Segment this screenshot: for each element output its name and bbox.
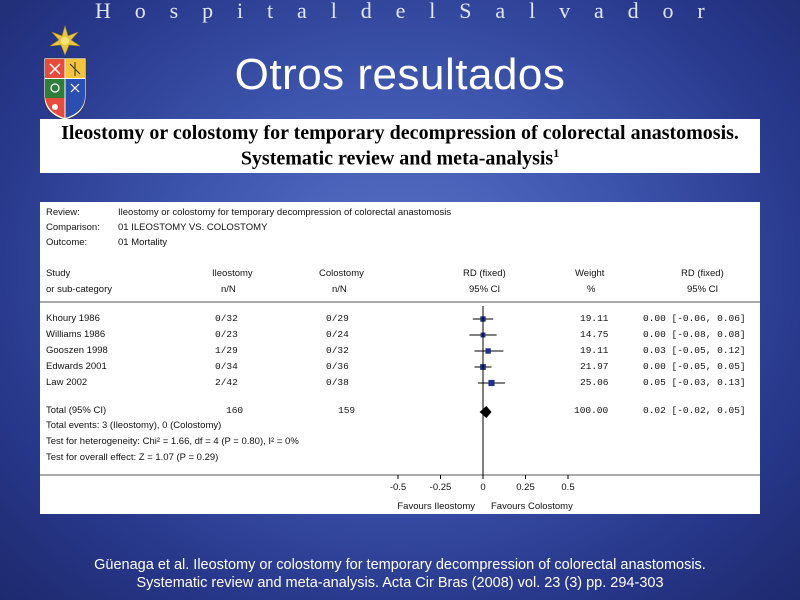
review-value: Ileostomy or colostomy for temporary dec… bbox=[118, 207, 452, 218]
ileostomy-events: 1/29 bbox=[215, 345, 238, 356]
review-label: Review: bbox=[46, 207, 80, 218]
hospital-letter: t bbox=[267, 0, 274, 23]
hospital-letter: i bbox=[237, 0, 244, 23]
study-weight: 14.75 bbox=[580, 329, 609, 340]
col-rd-header-1: RD (fixed) bbox=[681, 268, 724, 279]
hospital-letter: d bbox=[627, 0, 639, 23]
events-note: Total events: 3 (Ileostomy), 0 (Colostom… bbox=[46, 420, 222, 431]
ileostomy-events: 0/32 bbox=[215, 313, 238, 324]
hospital-letter: S bbox=[459, 0, 472, 23]
col-ileostomy-header-2: n/N bbox=[221, 284, 236, 295]
star-icon bbox=[49, 24, 81, 56]
heterogeneity-note: Test for heterogeneity: Chi² = 1.66, df … bbox=[46, 436, 299, 447]
study-name: Gooszen 1998 bbox=[46, 345, 108, 356]
citation: Güenaga et al. Ileostomy or colostomy fo… bbox=[0, 556, 800, 592]
paper-title-box: Ileostomy or colostomy for temporary dec… bbox=[40, 119, 760, 173]
study-name: Khoury 1986 bbox=[46, 313, 100, 324]
study-point-marker bbox=[485, 348, 491, 354]
colostomy-events: 0/36 bbox=[326, 361, 349, 372]
hospital-letter: a bbox=[495, 0, 506, 23]
x-tick-label: -0.5 bbox=[390, 482, 406, 493]
hospital-letter: s bbox=[169, 0, 179, 23]
col-rd-plot-header-2: 95% CI bbox=[469, 284, 501, 295]
study-point-marker bbox=[488, 379, 495, 387]
col-colostomy-header-1: Colostomy bbox=[319, 268, 364, 279]
hospital-letter: o bbox=[662, 0, 674, 23]
hospital-letter: l bbox=[529, 0, 536, 23]
pooled-diamond bbox=[479, 406, 492, 418]
hospital-letter: a bbox=[297, 0, 307, 23]
col-colostomy-header-2: n/N bbox=[332, 284, 347, 295]
study-rd-ci: 0.00 [-0.08, 0.08] bbox=[643, 329, 746, 340]
col-rd-header-2: 95% CI bbox=[687, 284, 719, 295]
total-label: Total (95% CI) bbox=[46, 405, 107, 416]
outcome-value: 01 Mortality bbox=[118, 237, 168, 248]
hospital-letter: H bbox=[95, 0, 111, 23]
study-name: Edwards 2001 bbox=[46, 361, 107, 372]
colostomy-events: 0/29 bbox=[326, 313, 349, 324]
x-tick-label: 0 bbox=[480, 482, 485, 493]
x-tick-label: 0.5 bbox=[561, 482, 574, 493]
hospital-letter: r bbox=[697, 0, 705, 23]
favours-left-label: Favours Ileostomy bbox=[397, 501, 475, 512]
paper-title-line-2: Systematic review and meta-analysis1 bbox=[40, 146, 760, 171]
x-tick-label: 0.25 bbox=[516, 482, 535, 493]
study-weight: 19.11 bbox=[580, 345, 609, 356]
citation-line-1: Güenaga et al. Ileostomy or colostomy fo… bbox=[94, 557, 706, 573]
study-name: Williams 1986 bbox=[46, 329, 106, 340]
col-study-header-1: Study bbox=[46, 268, 71, 279]
col-weight-header-2: % bbox=[587, 284, 596, 295]
colostomy-events: 0/38 bbox=[326, 377, 349, 388]
study-rd-ci: 0.00 [-0.05, 0.05] bbox=[643, 361, 746, 372]
paper-title-superscript: 1 bbox=[553, 146, 560, 160]
slide-title: Otros resultados bbox=[234, 50, 566, 99]
study-rd-ci: 0.00 [-0.06, 0.06] bbox=[643, 313, 746, 324]
study-weight: 25.06 bbox=[580, 377, 609, 388]
comparison-value: 01 ILEOSTOMY VS. COLOSTOMY bbox=[118, 222, 268, 233]
ileostomy-events: 0/23 bbox=[215, 329, 238, 340]
study-rd-ci: 0.05 [-0.03, 0.13] bbox=[643, 377, 746, 388]
hospital-letter: v bbox=[559, 0, 571, 23]
hospital-letter: a bbox=[593, 0, 604, 23]
study-name: Law 2002 bbox=[46, 377, 88, 388]
col-weight-header-1: Weight bbox=[575, 268, 605, 279]
outcome-label: Outcome: bbox=[46, 237, 88, 248]
total-colostomy: 159 bbox=[338, 405, 356, 416]
comparison-label: Comparison: bbox=[46, 222, 100, 233]
favours-right-label: Favours Colostomy bbox=[491, 501, 573, 512]
col-ileostomy-header-1: Ileostomy bbox=[212, 268, 253, 279]
hospital-letter: o bbox=[134, 0, 146, 23]
hospital-letter: l bbox=[330, 0, 337, 23]
ileostomy-events: 0/34 bbox=[215, 361, 238, 372]
overall-effect-note: Test for overall effect: Z = 1.07 (P = 0… bbox=[46, 452, 219, 463]
study-weight: 19.11 bbox=[580, 313, 609, 324]
paper-title-line-2-text: Systematic review and meta-analysis bbox=[240, 147, 554, 170]
x-tick-label: -0.25 bbox=[430, 482, 452, 493]
study-rd-ci: 0.03 [-0.05, 0.12] bbox=[643, 345, 746, 356]
hospital-letter: p bbox=[202, 0, 214, 23]
col-rd-plot-header-1: RD (fixed) bbox=[463, 268, 506, 279]
hospital-letter: d bbox=[360, 0, 372, 23]
total-rd-ci: 0.02 [-0.02, 0.05] bbox=[643, 405, 746, 416]
total-ileostomy: 160 bbox=[226, 405, 244, 416]
citation-line-2: Systematic review and meta-analysis. Act… bbox=[136, 575, 664, 591]
forest-plot-svg: -0.5 -0.25 0 0.25 0.5 Favours Ileostomy Favour… bbox=[40, 301, 760, 512]
colostomy-events: 0/24 bbox=[326, 329, 349, 340]
hospital-letter: l bbox=[429, 0, 436, 23]
hospital-letter: e bbox=[395, 0, 406, 23]
paper-title-line-1: Ileostomy or colostomy for temporary dec… bbox=[61, 122, 739, 144]
total-weight: 100.00 bbox=[574, 405, 609, 416]
study-weight: 21.97 bbox=[580, 361, 609, 372]
ileostomy-events: 2/42 bbox=[215, 377, 238, 388]
colostomy-events: 0/32 bbox=[326, 345, 349, 356]
col-study-header-2: or sub-category bbox=[46, 284, 113, 295]
forest-plot-figure: Review: Ileostomy or colostomy for tempo… bbox=[40, 202, 760, 514]
